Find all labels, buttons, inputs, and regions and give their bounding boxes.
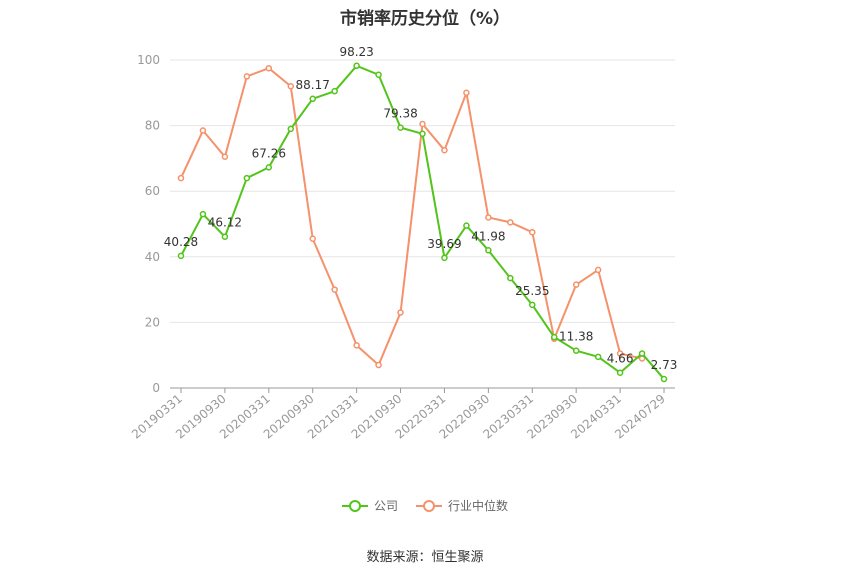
data-label: 2.73 [651,358,678,372]
legend-item-company[interactable]: 公司 [341,497,398,514]
data-point-company [397,124,404,131]
data-point-industry-median [572,281,580,288]
data-point-company [616,369,624,376]
data-point-company [419,130,426,138]
data-point-industry-median [441,146,448,154]
data-point-industry-median [199,127,207,134]
data-point-company [287,125,295,133]
data-point-industry-median [397,309,404,316]
data-point-company [331,87,338,95]
data-point-industry-median [594,266,602,274]
data-label: 98.23 [339,45,373,59]
data-point-industry-median [243,73,251,80]
chart-title: 市销率历史分位（%） [339,9,511,29]
data-point-industry-median [265,64,273,72]
data-point-industry-median [353,342,360,349]
data-label: 46.12 [208,216,242,230]
y-tick-label: 0 [152,381,160,395]
data-point-company [353,62,360,70]
legend-label-company: 公司 [373,499,398,513]
data-point-company [199,210,207,218]
data-point-company [309,95,316,103]
grid-lines [170,59,675,323]
y-tick-label: 20 [145,315,160,329]
legend-label-industry-median: 行业中位数 [448,499,509,513]
data-labels: 40.28 46.12 67.26 88.17 98.23 79.38 39.69 41.98… [164,45,678,372]
data-label: 11.38 [559,330,593,344]
data-point-company [463,222,470,229]
y-tick-label: 40 [145,250,160,264]
data-label: 67.26 [252,146,286,160]
data-label: 40.28 [164,235,198,249]
data-point-industry-median [375,361,382,369]
data-point-company [660,375,668,383]
data-label: 88.17 [296,78,330,92]
data-point-company [243,174,251,182]
legend-marker-company [341,499,368,513]
data-point-industry-median [309,235,316,243]
data-point-company [507,274,514,282]
data-point-industry-median [507,219,514,226]
data-label: 79.38 [383,107,417,121]
data-label: 4.66 [607,352,634,366]
data-point-industry-median [331,286,338,293]
y-tick-label: 100 [137,53,160,67]
y-tick-label: 80 [145,119,160,133]
data-point-company [550,333,558,341]
data-point-company [265,164,273,171]
data-point-company [221,233,229,240]
series-line-industry-median [180,67,643,367]
data-point-company [485,247,492,254]
data-point-company [177,252,185,260]
data-point-industry-median [485,214,492,221]
data-point-industry-median [419,120,426,128]
data-point-industry-median [616,350,624,357]
series-lines [177,62,668,383]
data-point-industry-median [221,153,229,161]
data-label: 25.35 [515,284,549,298]
data-point-company [441,254,448,262]
data-point-company [375,71,382,79]
legend: 公司 行业中位数 [0,497,850,514]
legend-item-industry-median[interactable]: 行业中位数 [416,497,508,514]
data-label: 41.98 [471,229,505,243]
data-source: 数据来源：恒生聚源 [366,550,484,565]
data-point-company [594,353,602,361]
data-label: 39.69 [427,237,461,251]
data-point-industry-median [287,82,295,90]
data-point-industry-median [529,228,536,236]
data-point-company [638,350,646,357]
data-point-industry-median [177,174,185,182]
data-point-industry-median [463,89,470,97]
data-point-company [572,347,580,354]
plot-area: 0204060801002019033120190930202003312020… [129,45,678,442]
legend-marker-industry-median [416,499,442,513]
data-point-company [529,301,536,309]
y-tick-label: 60 [145,184,160,198]
